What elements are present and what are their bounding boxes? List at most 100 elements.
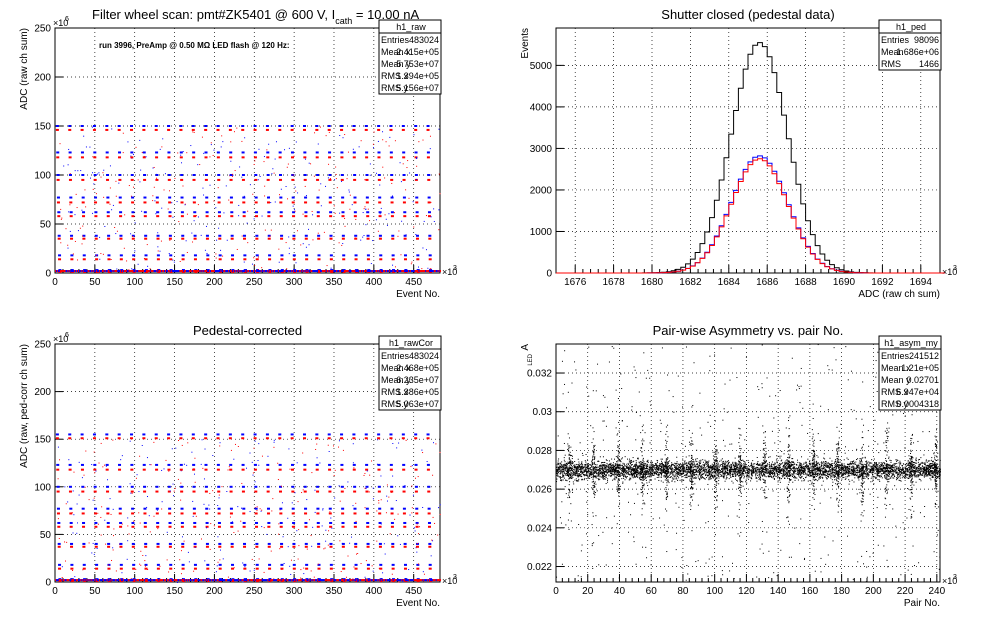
data-point-base [57, 579, 60, 582]
x-tick-label: 200 [865, 586, 882, 597]
data-point-scatter [349, 542, 351, 544]
data-point-scatter [120, 459, 122, 461]
data-point-scatter [286, 166, 288, 168]
data-point [599, 456, 601, 458]
data-point [860, 473, 862, 475]
data-point-scatter [438, 128, 440, 130]
data-point-red [142, 128, 146, 131]
data-point-scatter [230, 141, 232, 143]
data-point-blue [58, 563, 62, 566]
data-point-scatter [215, 257, 217, 259]
data-point [857, 464, 859, 466]
data-point-base [373, 579, 376, 582]
x-tick-label: 1676 [564, 277, 587, 288]
data-point [561, 479, 563, 481]
data-point-base [164, 270, 166, 273]
data-point [776, 472, 778, 474]
data-point-base [65, 270, 68, 273]
data-point-base [417, 579, 420, 582]
data-point-base [388, 579, 391, 582]
data-point-blue [304, 507, 308, 510]
data-point-scatter [217, 505, 219, 507]
data-point [693, 466, 695, 468]
data-point [855, 467, 857, 469]
data-point-blue [279, 507, 283, 510]
data-point-blue [168, 211, 172, 214]
data-point-base [366, 270, 369, 273]
data-point-blue [217, 196, 221, 199]
data-point-base [235, 579, 238, 582]
data-point-scatter [372, 570, 374, 572]
data-point [851, 479, 853, 481]
data-point-red [280, 567, 284, 570]
chart-title-tail: = 10.00 nA [352, 7, 419, 22]
data-point [849, 474, 851, 476]
data-point-blue [266, 174, 270, 176]
data-point [782, 475, 784, 477]
data-point-blue [329, 211, 333, 214]
data-point [706, 462, 708, 464]
data-point-blue [180, 196, 184, 199]
data-point-red [379, 258, 383, 261]
data-point-base [162, 579, 164, 582]
data-point-base [400, 579, 402, 582]
data-point [628, 460, 630, 462]
data-point-scatter [192, 500, 194, 502]
x-tick-label: 200 [206, 277, 223, 288]
data-point-blue [279, 521, 283, 524]
data-point-scatter [156, 509, 158, 511]
data-point-scatter [65, 503, 67, 505]
data-point-scatter [287, 198, 289, 200]
data-point [901, 477, 903, 479]
data-point-scatter [109, 165, 111, 167]
data-point-scatter [97, 173, 99, 175]
data-point-scatter [432, 516, 434, 518]
data-point-scatter [216, 565, 218, 567]
data-point [597, 475, 599, 477]
data-point-blue [377, 463, 381, 466]
data-point [855, 459, 857, 461]
data-point [637, 476, 639, 478]
stats-key: RMS y [381, 83, 409, 93]
data-point [884, 470, 886, 472]
data-point-red [340, 156, 344, 159]
data-point-blue [329, 542, 333, 545]
data-point-red [279, 215, 283, 218]
data-point-base [200, 270, 202, 273]
data-point-base [426, 579, 428, 582]
data-point-scatter [233, 458, 235, 460]
data-point-base [234, 270, 237, 273]
data-point [785, 464, 787, 466]
data-point-blue [365, 507, 369, 510]
data-point [631, 472, 633, 474]
data-point-scatter [408, 197, 410, 199]
data-point [721, 471, 723, 473]
data-point-base [124, 579, 127, 582]
y-tick-label: 0.026 [527, 485, 552, 496]
data-point-scatter [206, 252, 208, 254]
data-point-scatter [357, 552, 359, 554]
data-point-scatter [329, 486, 331, 488]
data-point-blue [340, 485, 344, 488]
stats-value: 6.235e+07 [396, 375, 439, 385]
data-point-blue [253, 433, 257, 436]
data-point [693, 477, 695, 479]
data-point-red [340, 128, 344, 131]
data-point-scatter [197, 216, 199, 218]
data-point [639, 471, 641, 473]
data-point-base [297, 270, 300, 273]
data-point [883, 465, 885, 467]
data-point-base [219, 270, 222, 273]
data-point-blue [106, 485, 110, 488]
data-point-red [68, 128, 72, 131]
data-point-base [79, 270, 82, 273]
data-point-blue [292, 563, 296, 566]
stats-value: 1.394e+05 [396, 71, 439, 81]
data-point [931, 463, 933, 465]
data-point-scatter [176, 201, 178, 203]
data-point-scatter [127, 540, 129, 542]
data-point-blue [329, 563, 333, 566]
data-point-base [392, 270, 395, 273]
data-point-scatter [146, 506, 148, 508]
data-point-blue [255, 234, 259, 237]
